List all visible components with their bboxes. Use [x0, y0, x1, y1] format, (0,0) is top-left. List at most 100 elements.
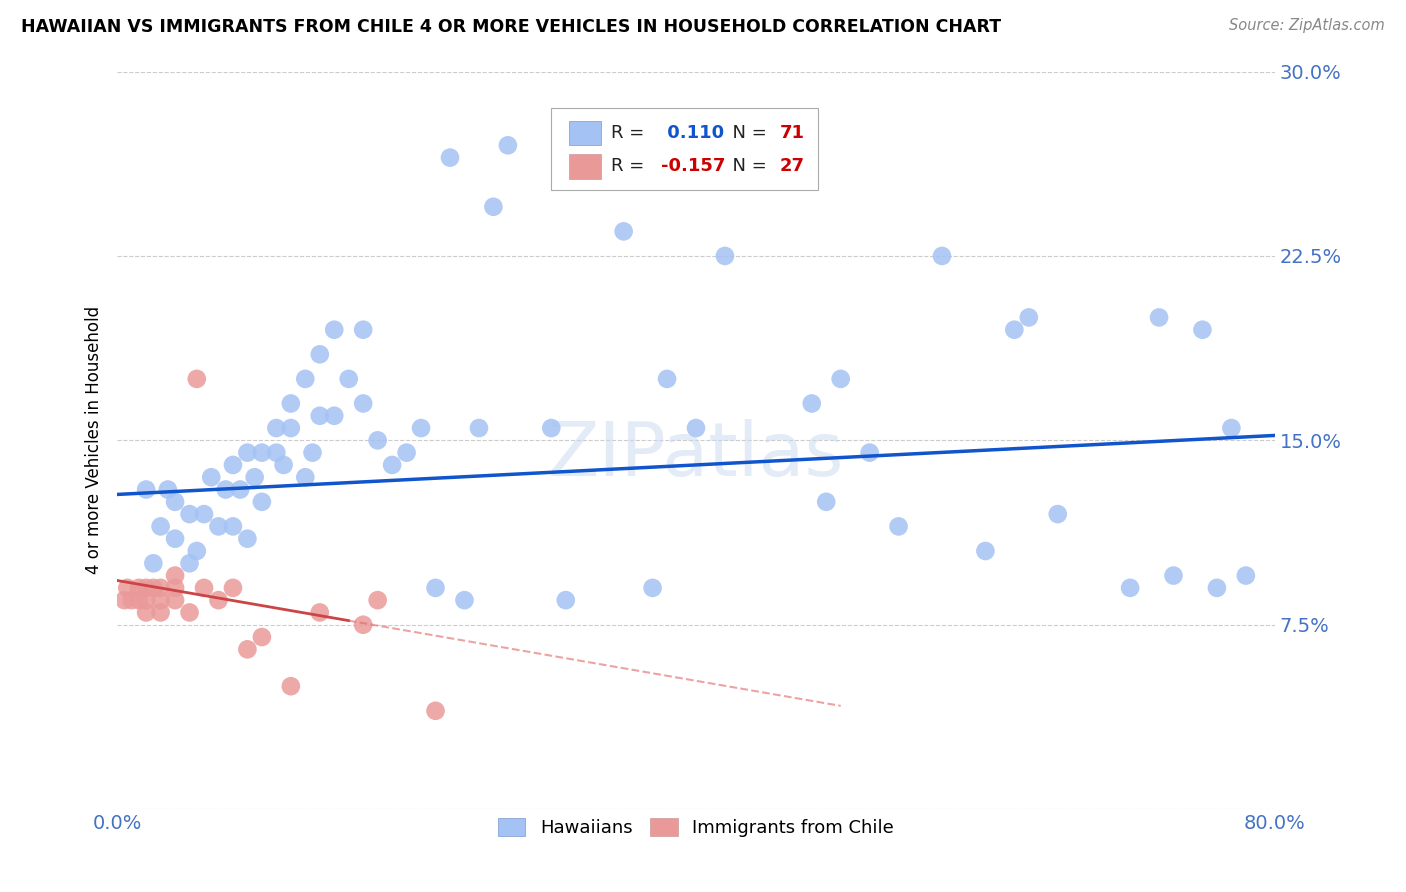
- Point: [236, 445, 259, 459]
- Point: [367, 593, 389, 607]
- Point: [887, 519, 910, 533]
- Text: 27: 27: [779, 157, 804, 175]
- Point: [974, 544, 997, 558]
- Point: [186, 372, 208, 386]
- Point: [222, 581, 245, 595]
- Point: [165, 568, 187, 582]
- Point: [395, 445, 418, 459]
- Point: [243, 470, 266, 484]
- Point: [222, 458, 245, 472]
- Point: [117, 581, 139, 595]
- Point: [179, 556, 201, 570]
- Point: [149, 593, 172, 607]
- Point: [142, 581, 165, 595]
- Point: [815, 495, 838, 509]
- Point: [222, 519, 245, 533]
- Point: [250, 495, 273, 509]
- Point: [425, 581, 447, 595]
- Point: [250, 630, 273, 644]
- Point: [121, 593, 143, 607]
- Point: [186, 544, 208, 558]
- Point: [142, 556, 165, 570]
- Point: [554, 593, 576, 607]
- Point: [859, 445, 882, 459]
- Point: [135, 483, 157, 497]
- Point: [337, 372, 360, 386]
- Point: [352, 323, 374, 337]
- Point: [193, 581, 215, 595]
- Text: 0.110: 0.110: [661, 124, 724, 142]
- Point: [655, 372, 678, 386]
- Text: Source: ZipAtlas.com: Source: ZipAtlas.com: [1229, 18, 1385, 33]
- Point: [266, 421, 288, 435]
- Point: [685, 421, 707, 435]
- Text: -0.157: -0.157: [661, 157, 725, 175]
- Point: [453, 593, 475, 607]
- Point: [128, 581, 150, 595]
- Text: HAWAIIAN VS IMMIGRANTS FROM CHILE 4 OR MORE VEHICLES IN HOUSEHOLD CORRELATION CH: HAWAIIAN VS IMMIGRANTS FROM CHILE 4 OR M…: [21, 18, 1001, 36]
- Point: [540, 421, 562, 435]
- Text: 71: 71: [779, 124, 804, 142]
- Point: [1206, 581, 1229, 595]
- Point: [250, 445, 273, 459]
- Text: R =: R =: [612, 157, 651, 175]
- Point: [149, 581, 172, 595]
- Point: [482, 200, 505, 214]
- Point: [830, 372, 852, 386]
- Point: [468, 421, 491, 435]
- Point: [294, 470, 316, 484]
- Point: [931, 249, 953, 263]
- Text: R =: R =: [612, 124, 651, 142]
- Point: [280, 396, 302, 410]
- Text: N =: N =: [721, 157, 773, 175]
- Point: [308, 409, 330, 423]
- Point: [569, 138, 592, 153]
- Point: [200, 470, 222, 484]
- Point: [236, 532, 259, 546]
- Point: [215, 483, 238, 497]
- Point: [496, 138, 519, 153]
- Point: [273, 458, 295, 472]
- Point: [323, 323, 346, 337]
- Point: [165, 495, 187, 509]
- Point: [323, 409, 346, 423]
- Point: [1119, 581, 1142, 595]
- Point: [352, 396, 374, 410]
- Point: [425, 704, 447, 718]
- Point: [207, 593, 229, 607]
- Point: [800, 396, 823, 410]
- FancyBboxPatch shape: [551, 109, 817, 190]
- Point: [128, 593, 150, 607]
- Point: [1002, 323, 1025, 337]
- Point: [294, 372, 316, 386]
- Point: [165, 532, 187, 546]
- Point: [179, 606, 201, 620]
- Point: [193, 507, 215, 521]
- Point: [1046, 507, 1069, 521]
- Point: [1220, 421, 1243, 435]
- Point: [714, 249, 737, 263]
- FancyBboxPatch shape: [568, 154, 602, 178]
- Point: [1147, 310, 1170, 325]
- Point: [439, 151, 461, 165]
- Legend: Hawaiians, Immigrants from Chile: Hawaiians, Immigrants from Chile: [491, 811, 901, 845]
- Point: [641, 581, 664, 595]
- Point: [280, 421, 302, 435]
- Point: [1018, 310, 1040, 325]
- Point: [149, 519, 172, 533]
- Text: ZIPatlas: ZIPatlas: [548, 418, 844, 491]
- Point: [149, 606, 172, 620]
- Text: N =: N =: [721, 124, 773, 142]
- FancyBboxPatch shape: [568, 121, 602, 145]
- Point: [165, 581, 187, 595]
- Point: [381, 458, 404, 472]
- Y-axis label: 4 or more Vehicles in Household: 4 or more Vehicles in Household: [86, 306, 103, 574]
- Point: [367, 434, 389, 448]
- Point: [156, 483, 179, 497]
- Point: [236, 642, 259, 657]
- Point: [280, 679, 302, 693]
- Point: [301, 445, 323, 459]
- Point: [352, 617, 374, 632]
- Point: [229, 483, 252, 497]
- Point: [135, 593, 157, 607]
